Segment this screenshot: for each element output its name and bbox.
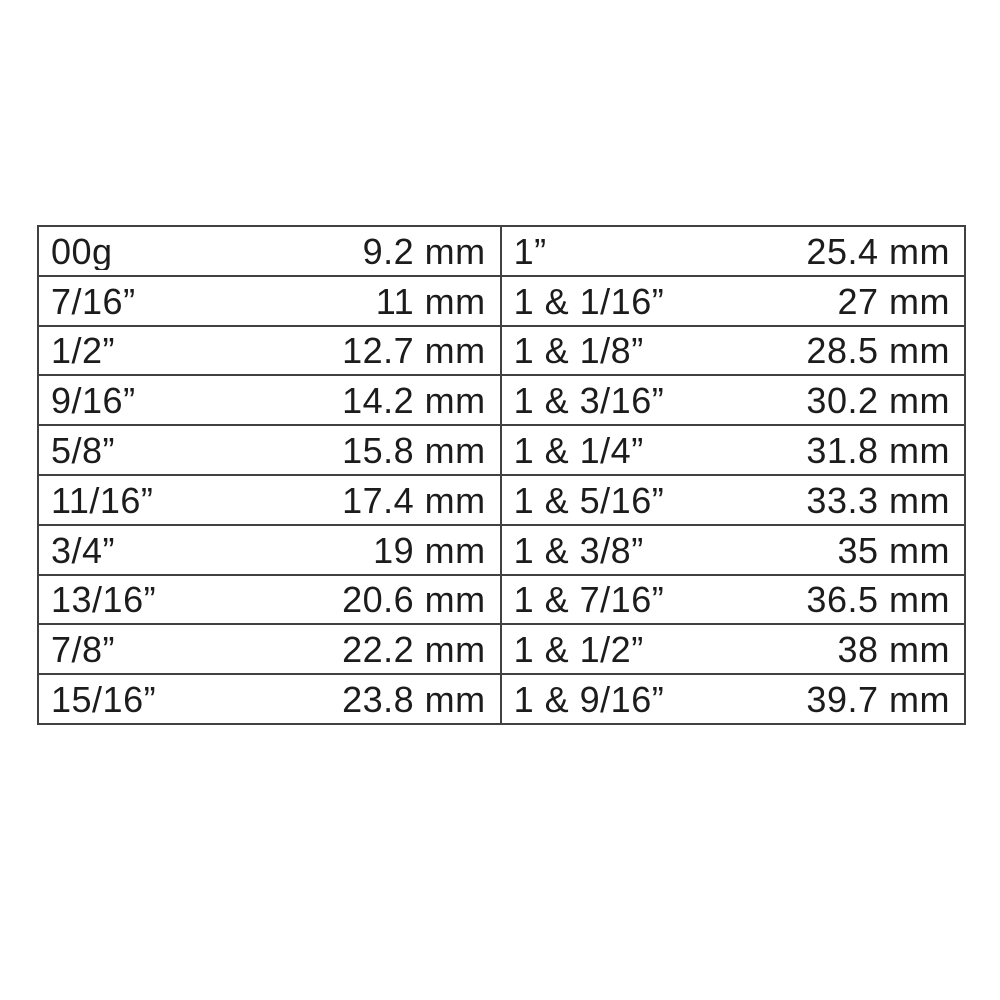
- size-label: 9/16”: [51, 381, 136, 420]
- size-label: 3/4”: [51, 530, 116, 569]
- mm-value: 28.5 mm: [806, 331, 950, 370]
- size-label: 13/16”: [51, 580, 157, 619]
- table-row: 00g 9.2 mm 1” 25.4 mm: [39, 227, 964, 275]
- size-label: 1 & 1/8”: [499, 326, 732, 375]
- table-row: 11/16” 17.4 mm 1 & 5/16” 33.3 mm: [39, 473, 964, 524]
- table-row: 13/16” 20.6 mm 1 & 7/16” 36.5 mm: [39, 573, 964, 624]
- size-label: 11/16”: [51, 480, 154, 519]
- mm-value: 25.4 mm: [806, 231, 950, 270]
- table-row: 3/4” 19 mm 1 & 3/8” 35 mm: [39, 523, 964, 574]
- size-label: 1/2”: [51, 331, 116, 370]
- size-label: 1 & 1/16”: [499, 276, 732, 325]
- size-label: 15/16”: [51, 680, 157, 719]
- size-label: 1 & 5/16”: [499, 475, 732, 524]
- size-label: 1 & 3/8”: [499, 525, 732, 574]
- table-row: 9/16” 14.2 mm 1 & 3/16” 30.2 mm: [39, 374, 964, 425]
- size-label: 1 & 7/16”: [499, 575, 732, 624]
- table-row: 15/16” 23.8 mm 1 & 9/16” 39.7 mm: [39, 673, 964, 723]
- size-label: 7/16”: [51, 281, 136, 320]
- table-row: 7/8” 22.2 mm 1 & 1/2” 38 mm: [39, 623, 964, 674]
- size-label: 1 & 1/4”: [499, 426, 732, 474]
- mm-value: 11 mm: [375, 281, 486, 320]
- mm-value: 39.7 mm: [806, 680, 950, 719]
- mm-value: 9.2 mm: [362, 231, 486, 270]
- mm-value: 33.3 mm: [806, 480, 950, 519]
- size-label: 00g: [51, 231, 113, 270]
- size-conversion-table: 00g 9.2 mm 1” 25.4 mm 7/16” 11 mm 1 & 1/…: [37, 225, 966, 725]
- mm-value: 20.6 mm: [342, 580, 486, 619]
- mm-value: 14.2 mm: [342, 381, 486, 420]
- mm-value: 36.5 mm: [806, 580, 950, 619]
- mm-value: 17.4 mm: [342, 480, 486, 519]
- mm-value: 38 mm: [837, 630, 950, 669]
- mm-value: 22.2 mm: [342, 630, 486, 669]
- size-label: 1 & 1/2”: [499, 625, 732, 674]
- size-label: 1 & 9/16”: [499, 675, 732, 723]
- mm-value: 31.8 mm: [806, 431, 950, 470]
- mm-value: 15.8 mm: [342, 431, 486, 470]
- size-label: 1 & 3/16”: [499, 376, 732, 425]
- mm-value: 27 mm: [837, 281, 950, 320]
- mm-value: 12.7 mm: [342, 331, 486, 370]
- mm-value: 30.2 mm: [806, 381, 950, 420]
- mm-value: 35 mm: [837, 530, 950, 569]
- size-label: 5/8”: [51, 431, 116, 470]
- mm-value: 19 mm: [373, 530, 486, 569]
- table-row: 1/2” 12.7 mm 1 & 1/8” 28.5 mm: [39, 324, 964, 375]
- mm-value: 23.8 mm: [342, 680, 486, 719]
- table-row: 5/8” 15.8 mm 1 & 1/4” 31.8 mm: [39, 424, 964, 474]
- size-label: 1”: [499, 227, 732, 275]
- size-label: 7/8”: [51, 630, 116, 669]
- table-row: 7/16” 11 mm 1 & 1/16” 27 mm: [39, 274, 964, 325]
